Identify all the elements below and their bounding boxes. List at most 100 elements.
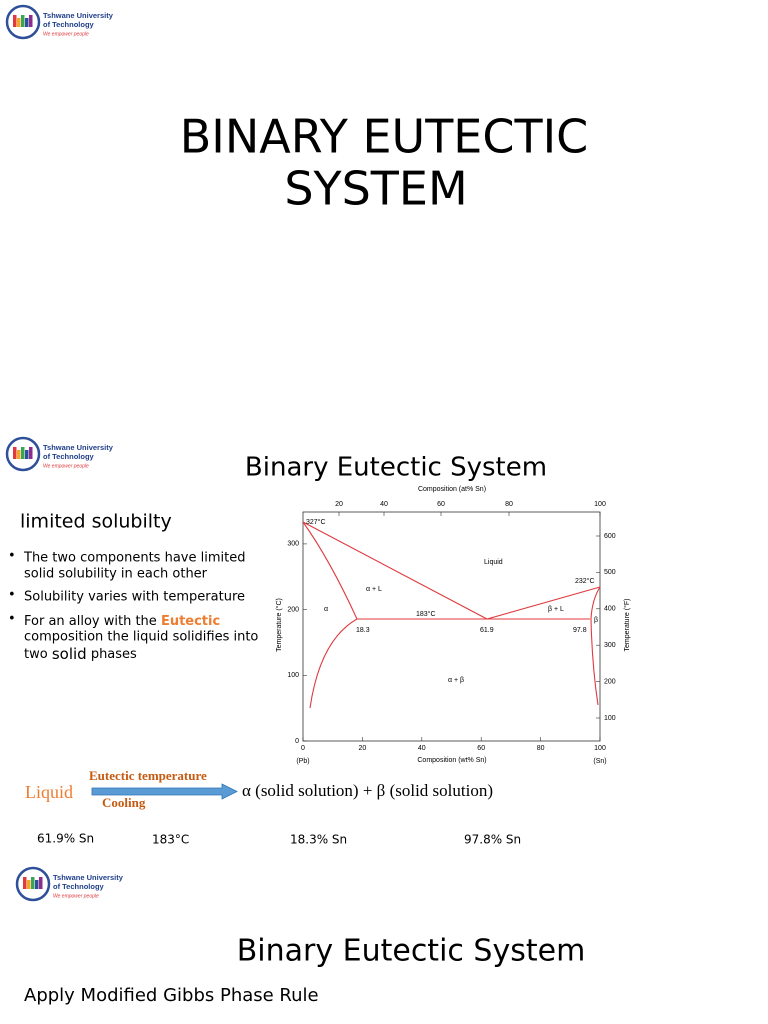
logo-piece xyxy=(39,877,43,889)
bullet-text: composition the liquid solidifies into xyxy=(24,630,258,645)
products: α (solid solution) + β (solid solution) xyxy=(242,781,493,800)
tick-label: 60 xyxy=(477,745,485,752)
logo-piece xyxy=(13,15,17,27)
body-text: Apply Modified Gibbs Phase Rule xyxy=(24,985,319,1006)
logo-piece xyxy=(27,880,31,889)
tick-label: 300 xyxy=(287,541,299,548)
tick-label: 20 xyxy=(359,745,367,752)
phase-diagram: Composition (at% Sn) Composition (wt% Sn… xyxy=(275,486,631,765)
region-label: 18.3 xyxy=(356,627,370,634)
arrow xyxy=(91,783,238,800)
tick-label: 100 xyxy=(287,672,299,679)
tick-label: 200 xyxy=(287,606,299,613)
slide-title: Binary Eutectic System xyxy=(237,934,586,969)
bullet: • xyxy=(8,588,16,603)
logo-piece xyxy=(17,450,21,459)
logo-piece xyxy=(31,877,35,889)
tick-label: 40 xyxy=(418,745,426,752)
tick-label: 200 xyxy=(604,678,616,685)
slide-title: SYSTEM xyxy=(284,162,467,216)
axis-label: Temperature (°F) xyxy=(623,599,631,652)
bullet-text: The two components have limited xyxy=(23,551,245,566)
bullet-text: two solid phases xyxy=(24,645,137,663)
tick-label: 100 xyxy=(594,745,606,752)
region-label: 97.8 xyxy=(573,627,587,634)
highlight: Eutectic xyxy=(161,614,220,629)
region-label: β xyxy=(594,617,598,624)
value-text: 97.8% Sn xyxy=(464,833,521,847)
text-run: solid xyxy=(52,645,87,663)
logo-piece xyxy=(21,15,25,27)
bullet-text: solid solubility in each other xyxy=(24,567,208,582)
region-label: β + L xyxy=(548,606,564,613)
logo-piece xyxy=(35,880,39,889)
axis-label: Temperature (°C) xyxy=(275,598,283,652)
region-label: α xyxy=(324,606,328,613)
axis-label: Composition (wt% Sn) xyxy=(417,757,486,764)
arrow-label: Eutectic temperature xyxy=(89,768,207,783)
region-label: α + β xyxy=(448,677,464,684)
tick-label: 80 xyxy=(505,501,513,508)
value-text: 183°C xyxy=(152,833,189,847)
plot-frame xyxy=(302,511,601,742)
tick-label: 20 xyxy=(335,501,343,508)
tick-label: 100 xyxy=(604,715,616,722)
logo-piece xyxy=(29,15,33,27)
tick-label: 400 xyxy=(604,606,616,613)
logo-text: of Technology xyxy=(43,452,95,461)
text-run: phases xyxy=(87,647,137,662)
tick-label: 0 xyxy=(301,745,305,752)
logo-text: Tshwane University xyxy=(43,443,114,452)
axis-end-label: (Pb) xyxy=(296,758,309,765)
logo-piece xyxy=(13,447,17,459)
logo-text: Tshwane University xyxy=(53,873,124,882)
logo-piece xyxy=(17,18,21,27)
logo-text: Tshwane University xyxy=(43,11,114,20)
axis-label: Composition (at% Sn) xyxy=(418,486,486,493)
logo-piece xyxy=(21,447,25,459)
alpha-boundary xyxy=(302,521,358,709)
arrow-label: Cooling xyxy=(102,795,146,810)
value-text: 18.3% Sn xyxy=(290,833,347,847)
bullet-text: Solubility varies with temperature xyxy=(24,590,245,605)
logo-text: of Technology xyxy=(43,20,95,29)
logo-tagline: We empower people xyxy=(53,893,99,899)
tick-label: 500 xyxy=(604,569,616,576)
bullet: • xyxy=(8,612,16,627)
region-label: 183°C xyxy=(416,610,436,618)
tick-label: 300 xyxy=(604,642,616,649)
tick-label: 600 xyxy=(604,533,616,540)
logo-piece xyxy=(29,447,33,459)
tick-label: 100 xyxy=(594,501,606,508)
tick-label: 60 xyxy=(437,501,445,508)
region-label: 232°C xyxy=(575,577,595,585)
region-label: 327°C xyxy=(306,518,326,526)
logo-text: of Technology xyxy=(53,882,105,891)
beta-boundary xyxy=(590,586,601,706)
region-label: Liquid xyxy=(484,559,503,566)
logo-tagline: We empower people xyxy=(43,31,89,37)
reactant: Liquid xyxy=(25,782,73,802)
logo-piece xyxy=(25,450,29,459)
logo-piece xyxy=(23,877,27,889)
tick-label: 80 xyxy=(537,745,545,752)
bullet: • xyxy=(8,549,16,564)
logo-piece xyxy=(25,18,29,27)
bullet-text: For an alloy with the Eutectic xyxy=(24,614,220,629)
subtitle: limited solubilty xyxy=(20,511,172,533)
slide-title: BINARY EUTECTIC xyxy=(180,110,589,164)
slide-title: Binary Eutectic System xyxy=(245,453,547,483)
value-text: 61.9% Sn xyxy=(37,832,94,846)
bullet-list: • The two components have limited solid … xyxy=(8,549,258,663)
region-label: α + L xyxy=(366,586,382,593)
tick-label: 40 xyxy=(380,501,388,508)
axis-end-label: (Sn) xyxy=(593,758,606,765)
text-run: two xyxy=(24,647,52,662)
region-label: 61.9 xyxy=(480,627,494,634)
text-run: For an alloy with the xyxy=(24,614,161,629)
